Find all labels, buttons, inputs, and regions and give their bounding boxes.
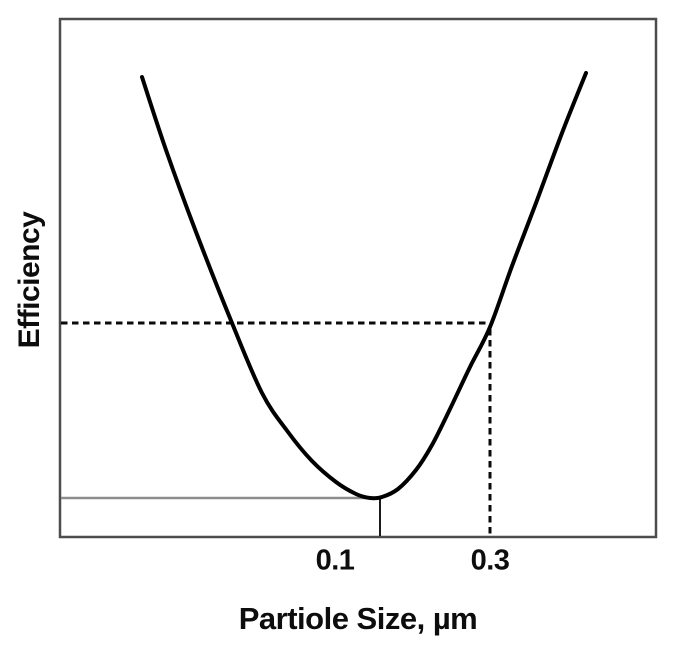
x-axis-label: Partiole Size, µm [238,601,478,636]
plot-border [58,17,658,539]
y-axis-label: Efficiency [13,211,46,349]
x-tick-label-0.3: 0.3 [470,544,510,577]
x-tick-label-0.1: 0.1 [315,544,355,577]
filter-efficiency-curve [140,71,588,501]
